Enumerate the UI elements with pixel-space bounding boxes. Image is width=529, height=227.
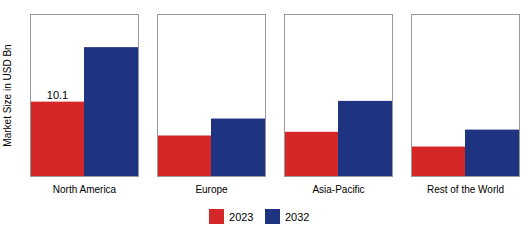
svg-text:Rest of the World: Rest of the World: [427, 184, 504, 195]
html-text:2023: 2023: [229, 210, 254, 223]
html-text:2032: 2032: [285, 210, 310, 223]
svg-text:10.1: 10.1: [47, 89, 68, 101]
svg-text:North America: North America: [53, 184, 117, 195]
svg-text:Europe: Europe: [195, 184, 228, 195]
svg-text:Asia-Pacific: Asia-Pacific: [312, 184, 364, 195]
svg-text:Market Size in USD Bn: Market Size in USD Bn: [2, 44, 13, 146]
